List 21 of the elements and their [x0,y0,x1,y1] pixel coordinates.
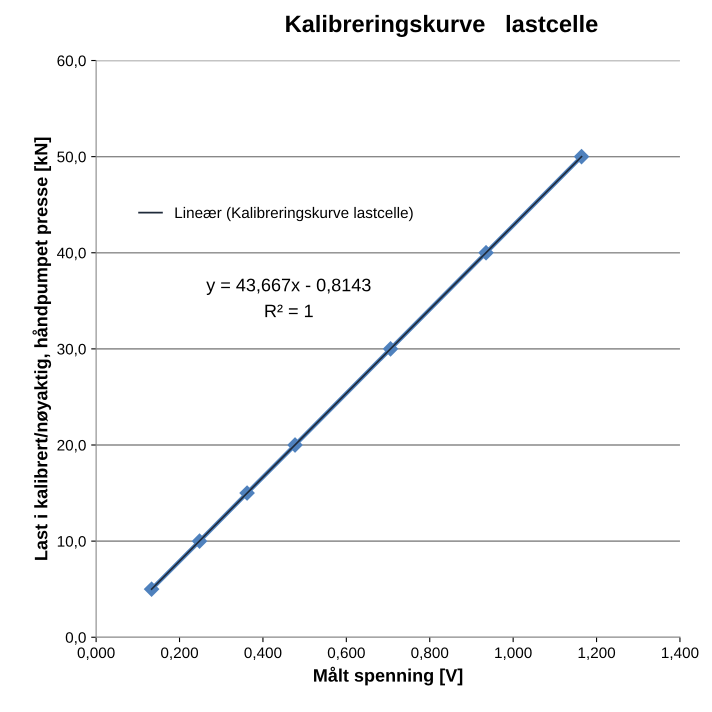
x-tick-label: 1,000 [495,647,532,660]
chart-title: Kalibreringskurve lastcelle [286,14,598,38]
y-tick-label: 0,0 [66,632,86,645]
x-tick-label: 0,000 [78,647,115,660]
x-tick-label: 0,200 [161,647,198,660]
y-tick-label: 20,0 [57,440,86,452]
x-tick-label: 0,800 [411,647,448,660]
x-tick-label: 0,600 [328,647,365,660]
y-tick-label: 10,0 [58,536,86,549]
x-tick-label: 1,200 [578,647,616,660]
y-tick-label: 60,0 [57,55,86,68]
y-axis-title: Last i kalibrert/nøyaktig, håndpumpet presse [kN] [32,138,52,560]
y-tick-label: 40,0 [57,248,86,260]
annotation: y = 43,667x - 0,8143 [206,278,371,295]
legend-label: Lineær (Kalibreringskurve lastcelle) [175,206,413,222]
y-tick-label: 30,0 [57,344,86,356]
annotation: R² = 1 [265,304,313,318]
x-tick-label: 0,400 [244,647,282,660]
x-tick-label: 1,400 [662,647,698,660]
y-tick-label: 50,0 [57,152,86,164]
x-axis-title: Målt spenning [V] [314,666,462,686]
